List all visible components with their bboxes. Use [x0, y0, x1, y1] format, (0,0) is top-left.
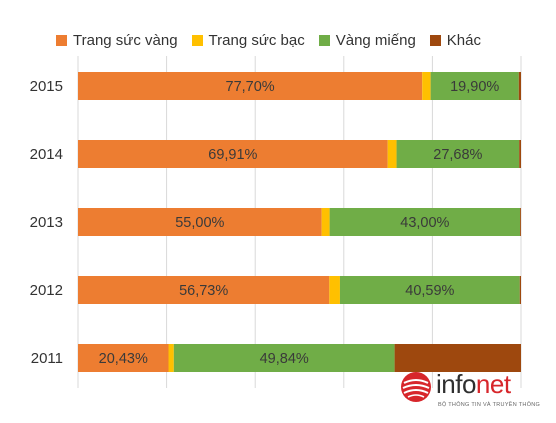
- bar-segment-2014-s0: [78, 140, 388, 168]
- data-label-2015-s0: 77,70%: [226, 79, 275, 95]
- category-label-2015: 2015: [30, 78, 63, 95]
- legend-item-trang-suc-bac: Trang sức bạc: [191, 31, 305, 49]
- legend-swatch-khac: [429, 34, 441, 46]
- bar-segment-2014-s3: [519, 140, 521, 168]
- bar-segment-2012-s0: [78, 276, 330, 304]
- category-label-2011: 2011: [31, 350, 63, 367]
- legend-swatch-trang-suc-vang: [56, 34, 67, 46]
- bar-segment-2014-s2: [396, 140, 520, 168]
- bar-segment-2012-s3: [519, 276, 521, 304]
- bar-segment-2011-s2: [173, 344, 395, 372]
- bar-segment-2015-s0: [78, 72, 423, 100]
- chart-legend: Trang sức vàng Trang sức bạc Vàng miếng …: [56, 30, 481, 50]
- bar-segment-2012-s2: [339, 276, 520, 304]
- bar-segment-2013-s2: [329, 208, 521, 236]
- data-label-2015-s2: 19,90%: [450, 79, 499, 95]
- category-label-2014: 2014: [30, 146, 63, 163]
- bar-segment-2013-s3: [520, 208, 521, 236]
- bar-segment-2012-s1: [329, 276, 340, 304]
- legend-item-trang-suc-vang: Trang sức vàng: [56, 32, 178, 49]
- logo-brand-part2: net: [475, 369, 511, 399]
- bar-segment-2011-s1: [168, 344, 174, 372]
- bar-segment-2015-s1: [422, 72, 431, 100]
- data-label-2012-s0: 56,73%: [179, 283, 228, 299]
- data-label-2011-s2: 49,84%: [260, 351, 309, 367]
- category-label-2012: 2012: [30, 282, 63, 299]
- legend-swatch-vang-mieng: [318, 34, 330, 46]
- bar-segment-2013-s1: [321, 208, 330, 236]
- data-label-2012-s2: 40,59%: [405, 283, 454, 299]
- legend-label-khac: Khác: [446, 31, 481, 49]
- logo-brand-part1: info: [436, 369, 476, 399]
- bar-segment-2014-s1: [387, 140, 397, 168]
- legend-swatch-trang-suc-bac: [191, 34, 203, 46]
- bar-segment-2011-s0: [78, 344, 169, 372]
- legend-item-khac: Khác: [429, 31, 481, 49]
- bar-segment-2013-s0: [78, 208, 322, 236]
- bar-segment-2015-s2: [430, 72, 519, 100]
- infonet-logo: infonet BỘ THÔNG TIN VÀ TRUYỀN THÔNG: [398, 365, 548, 415]
- data-label-2014-s2: 27,68%: [433, 147, 482, 163]
- legend-item-vang-mieng: Vàng miếng: [318, 31, 416, 49]
- category-label-2013: 2013: [30, 214, 63, 231]
- data-label-2011-s0: 20,43%: [99, 351, 148, 367]
- data-label-2013-s0: 55,00%: [175, 215, 224, 231]
- legend-label-trang-suc-bac: Trang sức bạc: [208, 31, 305, 49]
- globe-logo-icon: [401, 372, 431, 402]
- bar-segment-2015-s3: [518, 72, 521, 100]
- data-label-2013-s2: 43,00%: [400, 215, 449, 231]
- legend-label-trang-suc-vang: Trang sức vàng: [73, 31, 178, 49]
- bar-segment-2011-s3: [394, 344, 521, 372]
- legend-label-vang-mieng: Vàng miếng: [335, 31, 416, 49]
- logo-brand-text: infonet: [436, 369, 511, 400]
- logo-tagline: BỘ THÔNG TIN VÀ TRUYỀN THÔNG: [438, 402, 541, 408]
- data-label-2014-s0: 69,91%: [208, 147, 257, 163]
